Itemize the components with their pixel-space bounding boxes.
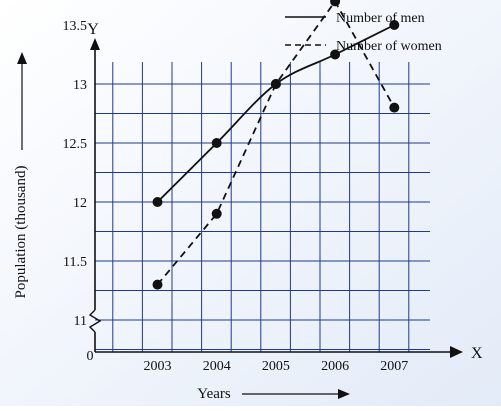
data-point-women-2006 (330, 0, 341, 7)
legend-label-men: Number of men (336, 11, 425, 26)
legend-item-women: Number of women (285, 39, 442, 54)
x-tick-label: 2007 (380, 359, 408, 374)
data-point-men-2007 (389, 20, 400, 30)
grid (95, 62, 430, 352)
x-axis-letter: X (471, 345, 483, 362)
tick-labels: 1111.51212.51313.51414.51520032004200520… (63, 19, 409, 374)
x-tick-label: 2006 (321, 359, 349, 374)
series (152, 0, 400, 290)
legend-item-men: Number of men (285, 11, 425, 26)
legend-label-women: Number of women (336, 39, 442, 54)
x-axis-arrowhead (450, 346, 463, 358)
y-axis-letter: Y (87, 21, 99, 38)
x-tick-label: 2003 (144, 359, 172, 374)
y-axis-break (88, 309, 102, 333)
data-point-women-2005 (270, 79, 281, 89)
data-point-women-2003 (152, 279, 163, 290)
data-point-men-2006 (330, 49, 341, 60)
legend: Number of men Number of women (285, 11, 442, 54)
axes (88, 38, 463, 358)
y-tick-label: 13.5 (63, 19, 88, 34)
x-axis-title-arrow (242, 389, 350, 399)
y-tick-label: 12 (73, 196, 87, 211)
origin-label: 0 (87, 349, 94, 364)
x-axis-title: Years (197, 386, 231, 402)
x-tick-label: 2005 (262, 359, 290, 374)
data-point-women-2007 (389, 102, 400, 113)
y-tick-label: 13 (73, 78, 87, 93)
x-tick-label: 2004 (203, 359, 231, 374)
y-tick-label: 11.5 (63, 255, 87, 270)
y-tick-label: 11 (74, 314, 87, 329)
y-tick-label: 12.5 (63, 137, 88, 152)
y-axis-title-arrow (17, 52, 27, 150)
data-point-men-2004 (211, 138, 222, 148)
data-point-men-2003 (152, 197, 163, 207)
y-axis-arrowhead (90, 38, 100, 50)
y-axis-title: Population (thousand) (13, 166, 29, 299)
data-point-women-2004 (211, 208, 222, 219)
